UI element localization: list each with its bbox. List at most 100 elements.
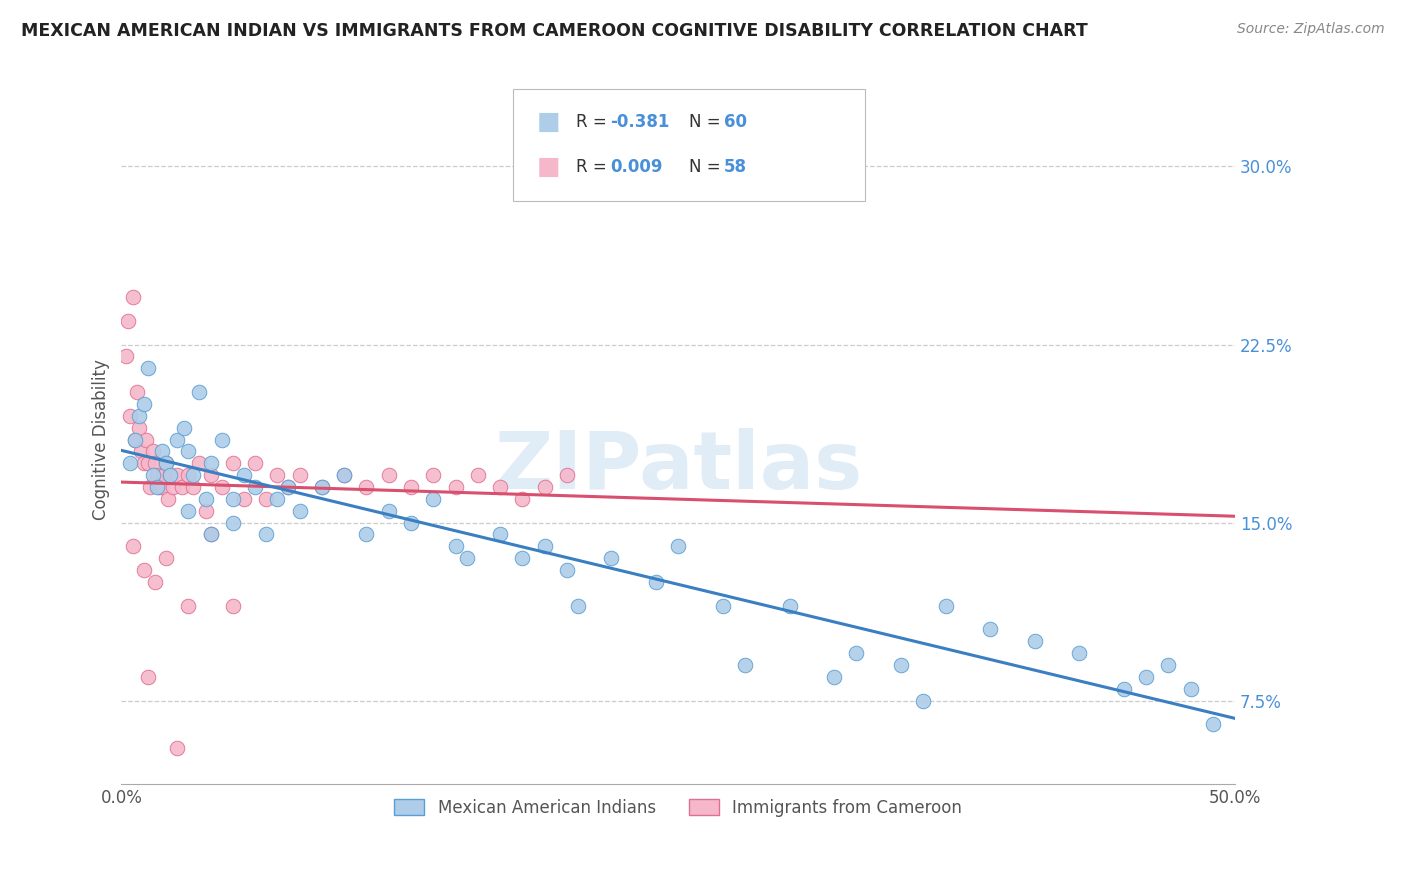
Point (195, 504, 218, 518)
Point (377, 504, 399, 518)
Point (533, 539, 555, 553)
Point (211, 480, 233, 494)
Point (152, 468, 174, 483)
Text: N =: N = (689, 113, 725, 131)
Point (155, 551, 177, 566)
Point (143, 456, 166, 470)
Point (1069, 646, 1091, 660)
Point (162, 480, 184, 494)
Point (128, 409, 150, 423)
Point (120, 456, 142, 470)
Text: Source: ZipAtlas.com: Source: ZipAtlas.com (1237, 22, 1385, 37)
Point (181, 468, 204, 483)
Point (159, 468, 181, 483)
Point (150, 444, 173, 458)
Point (277, 480, 299, 494)
Point (979, 623, 1001, 637)
Point (135, 433, 157, 447)
Point (142, 468, 165, 483)
Point (136, 361, 159, 376)
Point (555, 563, 578, 577)
Point (124, 433, 146, 447)
Point (233, 491, 256, 506)
Point (146, 480, 169, 494)
Legend: Mexican American Indians, Immigrants from Cameroon: Mexican American Indians, Immigrants fro… (388, 792, 969, 823)
Point (567, 599, 589, 613)
Text: R =: R = (576, 113, 613, 131)
Point (136, 456, 159, 470)
Point (444, 539, 467, 553)
Text: 0.009: 0.009 (610, 158, 662, 176)
Point (444, 480, 467, 494)
Point (132, 563, 155, 577)
Point (124, 433, 146, 447)
Point (125, 384, 148, 399)
Text: ■: ■ (537, 111, 561, 134)
Point (399, 516, 422, 530)
Point (254, 491, 277, 506)
Point (512, 491, 534, 506)
Text: R =: R = (576, 158, 613, 176)
Point (399, 480, 422, 494)
Point (166, 741, 188, 756)
Point (131, 444, 153, 458)
Point (243, 480, 266, 494)
Point (845, 646, 868, 660)
Point (115, 350, 138, 364)
Point (120, 409, 142, 423)
Y-axis label: Cognitive Disability: Cognitive Disability (93, 359, 110, 520)
Point (1024, 634, 1046, 648)
Point (266, 468, 288, 483)
Point (200, 527, 222, 541)
Point (157, 491, 180, 506)
Point (377, 468, 399, 483)
Text: 58: 58 (724, 158, 747, 176)
Point (356, 480, 378, 494)
Point (734, 658, 756, 673)
Point (142, 444, 165, 458)
Point (139, 480, 162, 494)
Point (533, 480, 555, 494)
Point (233, 468, 256, 483)
Point (243, 456, 266, 470)
Point (512, 551, 534, 566)
Point (912, 693, 935, 707)
Point (277, 480, 299, 494)
Point (356, 527, 378, 541)
Point (200, 468, 222, 483)
Point (173, 420, 195, 434)
Point (155, 456, 177, 470)
Point (177, 599, 200, 613)
Point (177, 468, 200, 483)
Point (121, 539, 143, 553)
Point (155, 456, 177, 470)
Point (117, 314, 139, 328)
Text: ■: ■ (537, 155, 561, 178)
Text: N =: N = (689, 158, 725, 176)
Point (333, 468, 356, 483)
Point (666, 539, 689, 553)
Point (159, 468, 181, 483)
Point (333, 468, 356, 483)
Point (188, 456, 211, 470)
Point (935, 599, 957, 613)
Text: 60: 60 (724, 113, 747, 131)
Point (555, 468, 578, 483)
Point (1202, 717, 1225, 731)
Text: MEXICAN AMERICAN INDIAN VS IMMIGRANTS FROM CAMEROON COGNITIVE DISABILITY CORRELA: MEXICAN AMERICAN INDIAN VS IMMIGRANTS FR… (21, 22, 1088, 40)
Point (200, 456, 222, 470)
Point (132, 397, 155, 411)
Point (166, 468, 188, 483)
Point (222, 456, 245, 470)
Point (136, 670, 159, 684)
Point (600, 551, 623, 566)
Point (288, 504, 311, 518)
Point (1157, 658, 1180, 673)
Point (645, 574, 668, 589)
Point (1112, 681, 1135, 696)
Point (1180, 681, 1202, 696)
Point (467, 468, 489, 483)
Point (170, 480, 193, 494)
Point (422, 468, 444, 483)
Point (890, 658, 912, 673)
